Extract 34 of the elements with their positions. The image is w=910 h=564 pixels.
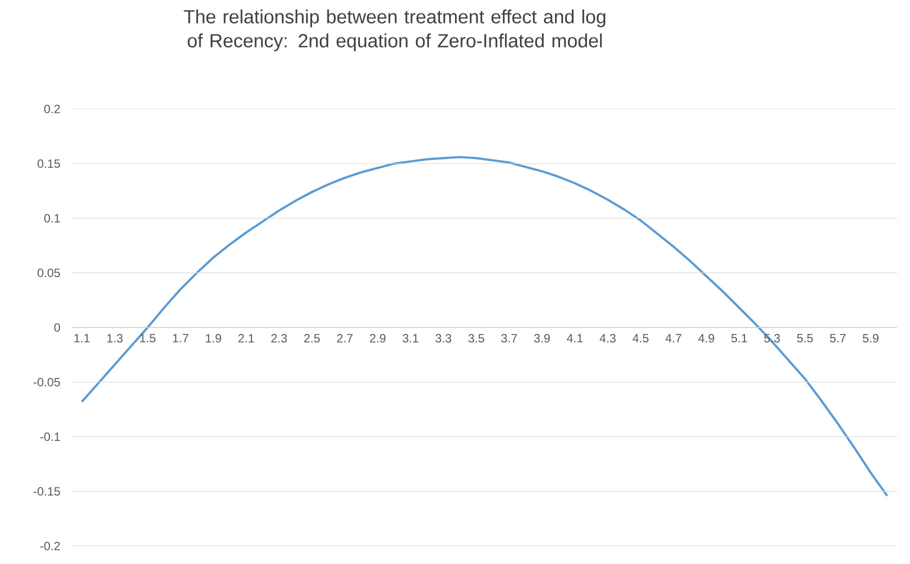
x-tick-label: 2.9: [370, 334, 386, 343]
x-tick-label: 4.5: [632, 334, 648, 342]
x-tick-label: 5.1: [731, 334, 747, 342]
x-tick-label: 3.1: [402, 334, 418, 343]
x-tick-label: 3.9: [534, 334, 550, 343]
x-tick-label: 1.7: [173, 334, 188, 342]
y-tick-label: -0.05: [34, 378, 60, 386]
x-tick-label: 2.5: [304, 334, 320, 343]
y-tick-label: -0.2: [40, 542, 60, 550]
x-tick-label: 4.7: [665, 334, 682, 342]
x-tick-label: 5.5: [797, 334, 813, 342]
y-tick-label: 0: [54, 323, 60, 332]
x-tick-label: 4.9: [698, 334, 714, 343]
x-tick-label: 5.9: [862, 334, 878, 343]
x-tick-label: 5.7: [830, 334, 846, 342]
y-tick-label: 0.15: [38, 159, 60, 168]
x-tick-label: 3.7: [501, 334, 517, 343]
x-tick-label: 2.3: [271, 334, 287, 343]
x-tick-label: 1.5: [140, 334, 156, 342]
x-tick-label: 1.1: [74, 334, 90, 342]
x-tick-label: 4.3: [600, 334, 616, 343]
y-tick-label: 0.1: [44, 214, 60, 222]
x-tick-label: 2.7: [337, 334, 353, 342]
chart-title: The relationship between treatment effect and log of Recency: 2nd equation of Zero-Inflated model: [184, 10, 606, 52]
y-tick-label: -0.1: [40, 432, 60, 441]
x-tick-label: 3.5: [468, 334, 484, 343]
x-tick-label: 4.1: [566, 334, 583, 342]
x-tick-label: 3.3: [436, 334, 452, 343]
y-tick-label: 0.05: [38, 268, 60, 278]
x-tick-label: 1.3: [107, 334, 123, 343]
x-tick-label: 1.9: [206, 334, 222, 343]
x-tick-label: 2.1: [238, 334, 254, 342]
y-tick-label: -0.15: [34, 487, 60, 496]
y-tick-label: 0.2: [44, 104, 60, 114]
